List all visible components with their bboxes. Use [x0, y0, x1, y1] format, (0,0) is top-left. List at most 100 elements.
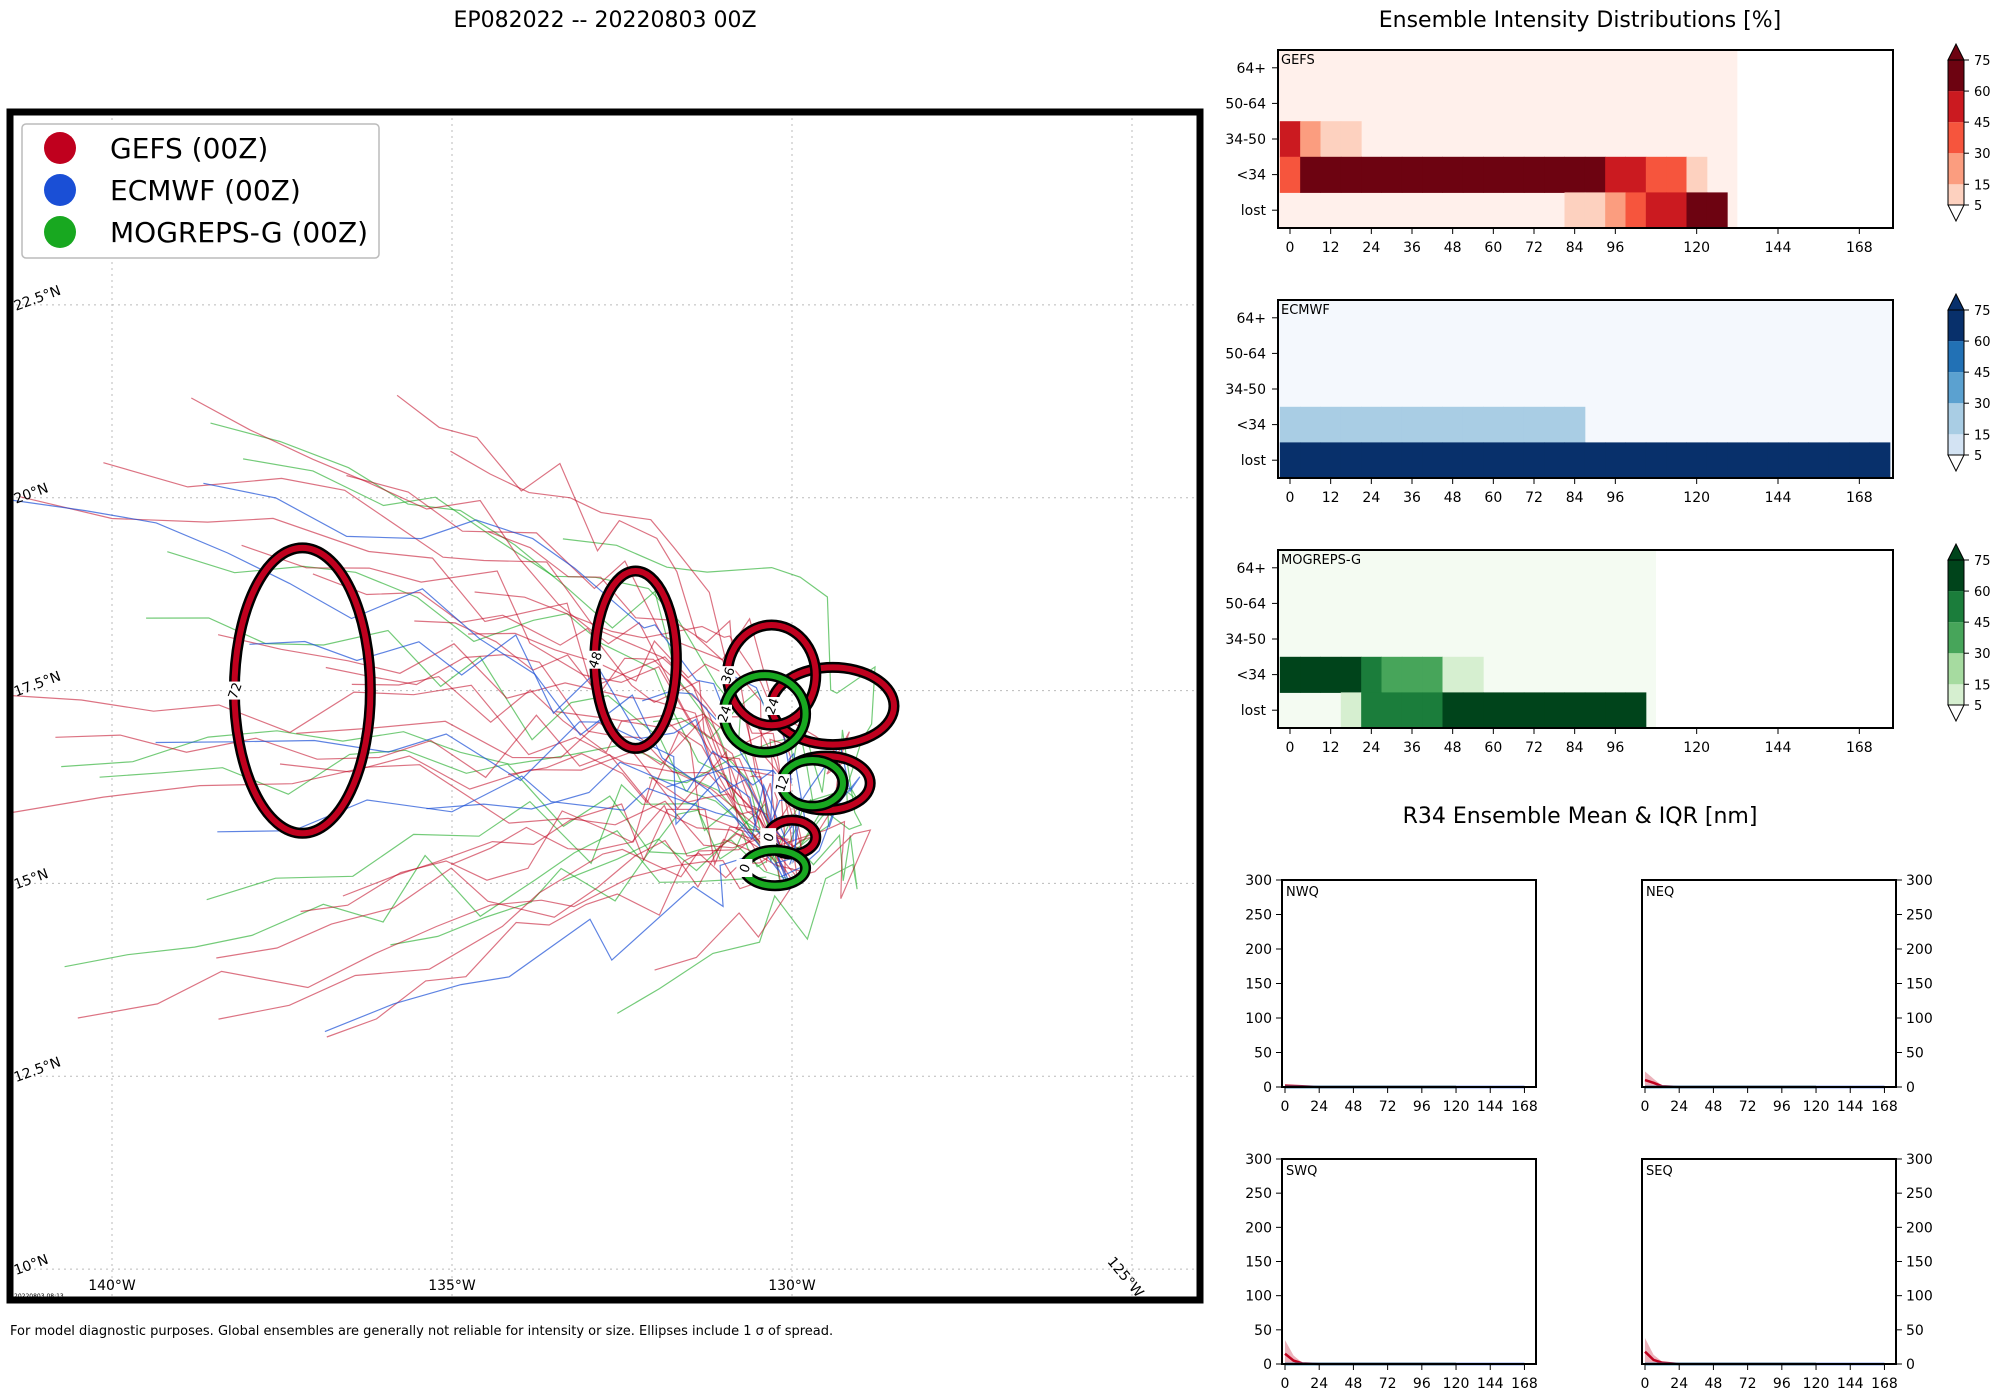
- x-tick-label: 120: [1803, 1376, 1830, 1392]
- heatmap-cell: [1401, 406, 1423, 443]
- heatmap-cell: [1625, 442, 1647, 479]
- x-tick-label: 72: [1739, 1099, 1757, 1115]
- gefs-iqr-band: [1645, 1071, 1817, 1087]
- ensemble-track: [562, 538, 876, 846]
- heatmap-cell: [1401, 692, 1423, 729]
- heatmap-cell: [1300, 656, 1321, 693]
- x-tick-label: 0: [1281, 1376, 1290, 1392]
- y-tick-label: 150: [1245, 1255, 1272, 1271]
- x-tick-label: 48: [1444, 740, 1462, 756]
- longitude-label: 135°W: [428, 1278, 476, 1294]
- heatmap-cell: [1462, 692, 1484, 729]
- x-tick-label: 48: [1704, 1376, 1722, 1392]
- ellipse-label-bg: [226, 681, 243, 700]
- colorbar-segment: [1948, 184, 1964, 205]
- heatmap-cell: [1544, 442, 1565, 479]
- heatmap-cell: [1544, 156, 1565, 193]
- heatmap-cell: [1483, 406, 1504, 443]
- heatmap-cell: [1645, 442, 1667, 479]
- heatmap-cell: [1401, 156, 1423, 193]
- x-tick-label: 48: [1444, 490, 1462, 506]
- colorbar-segment: [1948, 91, 1964, 123]
- heatmap-cell: [1808, 442, 1830, 479]
- heatmap-cell: [1483, 156, 1504, 193]
- heatmap-cell: [1869, 442, 1891, 479]
- gefs-iqr-band: [1645, 1338, 1817, 1364]
- latitude-label: 22.5°N: [12, 283, 63, 315]
- x-tick-label: 36: [1403, 490, 1421, 506]
- colorbar-segment: [1948, 310, 1964, 342]
- heatmap-cell: [1503, 156, 1525, 193]
- x-tick-label: 84: [1566, 740, 1584, 756]
- x-tick-label: 24: [1362, 740, 1380, 756]
- legend-marker-2: [44, 216, 76, 248]
- ensemble-track: [191, 397, 785, 854]
- colorbar-tick-label: 5: [1974, 449, 1982, 464]
- x-tick-label: 168: [1511, 1376, 1538, 1392]
- heatmap-cell: [1300, 442, 1321, 479]
- x-tick-label: 48: [1444, 240, 1462, 256]
- heatmap-cell: [1564, 442, 1586, 479]
- heatmap-cell: [1320, 121, 1342, 158]
- colorbar-tick-label: 15: [1974, 178, 1991, 193]
- heatmap-cell: [1706, 192, 1728, 229]
- heatmap-ecmwf: 64+ 50-64 34-50 <34 lost ECMWF 0 12 24 36 48 60 72 84…: [1225, 292, 1991, 506]
- x-tick-label: 72: [1379, 1376, 1397, 1392]
- heatmap-cell: [1706, 442, 1728, 479]
- ellipse-label-bg: [716, 704, 732, 723]
- colorbar-bottom-arrow: [1947, 454, 1965, 473]
- colorbar-tick-label: 60: [1974, 85, 1991, 100]
- heatmap-cell: [1666, 442, 1687, 479]
- heatmap-cell: [1442, 656, 1464, 693]
- heatmap-cell: [1523, 156, 1545, 193]
- heatmap-cell: [1666, 156, 1687, 193]
- heatmap-cell: [1361, 692, 1382, 729]
- legend-box: [21, 123, 380, 259]
- r34-frame: [1281, 1158, 1537, 1365]
- heatmap-cell: [1503, 442, 1525, 479]
- x-tick-label: 96: [1606, 240, 1624, 256]
- r34-frame: [1641, 1158, 1897, 1365]
- x-tick-label: 48: [1344, 1099, 1362, 1115]
- heatmap-cell: [1361, 442, 1382, 479]
- ensemble-track: [61, 730, 785, 838]
- ensemble-track: [666, 743, 861, 878]
- r34-frame: [1641, 879, 1897, 1088]
- colorbar-tick-label: 75: [1974, 54, 1991, 69]
- colorbar-segment: [1948, 60, 1964, 92]
- colorbar-tick-label: 5: [1974, 199, 1982, 214]
- x-tick-label: 96: [1413, 1376, 1431, 1392]
- legend: GEFS (00Z) ECMWF (00Z) MOGREPS-G (00Z): [21, 123, 380, 259]
- x-tick-label: 24: [1310, 1099, 1328, 1115]
- x-tick-label: 0: [1286, 740, 1295, 756]
- heatmap-cell: [1422, 406, 1443, 443]
- r34-panel-seq: SEQ 0 50 100 150 200 250 300 0 24 48 72 96 120 144 168: [1641, 1152, 1933, 1392]
- row-label: 50-64: [1225, 346, 1266, 362]
- heatmap-cell: [1401, 656, 1423, 693]
- x-tick-label: 24: [1670, 1376, 1688, 1392]
- heatmap-cell: [1401, 442, 1423, 479]
- heatmap-cell: [1584, 692, 1606, 729]
- colorbar-segment: [1948, 684, 1964, 705]
- x-tick-label: 0: [1641, 1099, 1650, 1115]
- x-tick-label: 144: [1837, 1376, 1864, 1392]
- heatmap-cell: [1544, 406, 1565, 443]
- r34-panel-swq: SWQ 0 50 100 150 200 250 300 0 24 48 72 96 120 144 168: [1245, 1152, 1538, 1392]
- heatmap-cell: [1788, 442, 1809, 479]
- y-tick-label: 100: [1245, 1289, 1272, 1305]
- colorbar-segment: [1948, 560, 1964, 592]
- heatmap-cell: [1462, 442, 1484, 479]
- legend-label: MOGREPS-G (00Z): [110, 216, 368, 249]
- heatmap-cell: [1584, 442, 1606, 479]
- row-label: lost: [1241, 203, 1267, 219]
- x-tick-label: 36: [1403, 240, 1421, 256]
- timestamp-label: 20220803 08:13: [14, 1293, 64, 1300]
- heatmap-cell: [1483, 692, 1504, 729]
- x-tick-label: 120: [1803, 1099, 1830, 1115]
- y-tick-label: 0: [1263, 1080, 1272, 1096]
- heatmap-name: MOGREPS-G: [1281, 553, 1361, 568]
- ensemble-track: [312, 573, 783, 870]
- heatmap-cell: [1686, 156, 1708, 193]
- y-tick-label: 250: [1906, 1186, 1933, 1202]
- x-tick-label: 144: [1765, 240, 1792, 256]
